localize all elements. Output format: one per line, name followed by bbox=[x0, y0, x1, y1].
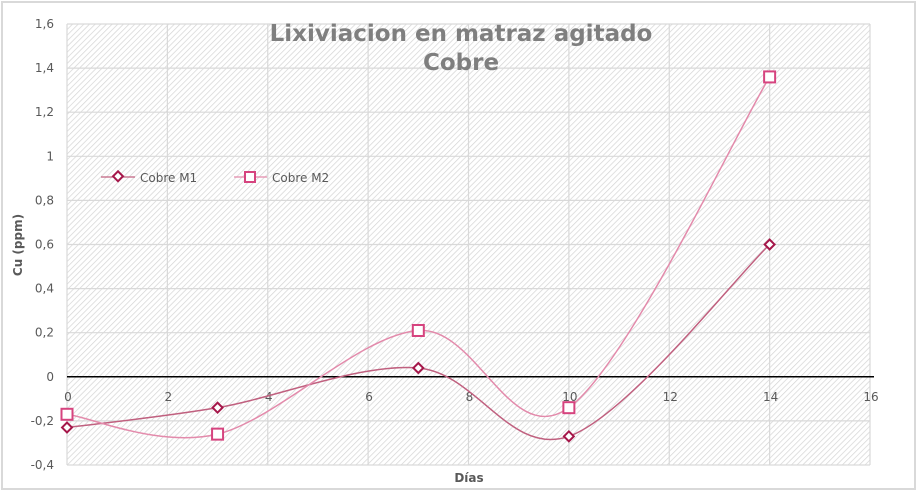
x-axis-ticks: 0 2 4 6 8 10 12 14 16 bbox=[64, 390, 878, 404]
legend-item-cobre-m1: Cobre M1 bbox=[101, 169, 197, 185]
y-tick-label: -0,4 bbox=[31, 458, 54, 472]
x-tick-label: 4 bbox=[265, 390, 273, 404]
y-tick-label: 0 bbox=[46, 370, 54, 384]
y-tick-label: -0,2 bbox=[31, 414, 54, 428]
x-axis-label: Días bbox=[454, 471, 483, 485]
data-point-square[interactable] bbox=[763, 70, 777, 84]
y-tick-label: 0,2 bbox=[35, 326, 54, 340]
x-tick-label: 8 bbox=[466, 390, 474, 404]
chart-title-line1: Lixiviacion en matraz agitado bbox=[270, 21, 653, 47]
y-tick-label: 1 bbox=[46, 149, 54, 163]
series-group bbox=[60, 70, 777, 443]
diamond-marker-icon bbox=[111, 169, 125, 183]
data-point-diamond[interactable] bbox=[562, 429, 576, 443]
x-tick-label: 16 bbox=[863, 390, 878, 404]
data-point-square[interactable] bbox=[211, 427, 225, 441]
data-point-square[interactable] bbox=[562, 401, 576, 415]
x-tick-label: 10 bbox=[562, 390, 577, 404]
chart-title-line2: Cobre bbox=[423, 50, 499, 76]
data-point-square[interactable] bbox=[411, 323, 425, 337]
data-point-diamond[interactable] bbox=[211, 401, 224, 415]
square-marker-icon bbox=[244, 171, 256, 183]
y-axis-label: Cu (ppm) bbox=[11, 214, 25, 276]
data-point-diamond[interactable] bbox=[763, 238, 776, 251]
y-tick-label: 0,6 bbox=[35, 238, 54, 252]
legend-label-m1: Cobre M1 bbox=[140, 171, 197, 185]
x-tick-label: 14 bbox=[763, 390, 778, 404]
legend-label-m2: Cobre M2 bbox=[272, 171, 329, 185]
y-tick-label: 1,4 bbox=[35, 61, 54, 75]
x-tick-label: 12 bbox=[663, 390, 678, 404]
series-cobre-m2 bbox=[60, 70, 777, 441]
y-tick-label: 0,4 bbox=[35, 282, 54, 296]
y-tick-label: 1,6 bbox=[35, 17, 54, 31]
data-point-diamond[interactable] bbox=[60, 421, 74, 434]
legend: Cobre M1 Cobre M2 bbox=[101, 169, 329, 185]
x-tick-label: 6 bbox=[365, 390, 373, 404]
y-tick-label: 1,2 bbox=[35, 105, 54, 119]
y-tick-label: 0,8 bbox=[35, 193, 54, 207]
data-point-diamond[interactable] bbox=[411, 361, 425, 375]
legend-item-cobre-m2: Cobre M2 bbox=[234, 171, 329, 185]
x-tick-label: 0 bbox=[64, 390, 72, 404]
x-tick-label: 2 bbox=[165, 390, 173, 404]
series-cobre-m1 bbox=[60, 238, 776, 443]
data-point-square[interactable] bbox=[60, 407, 74, 421]
y-axis-ticks: -0,4 -0,2 0 0,2 0,4 0,6 0,8 1 1,2 1,4 1,6 bbox=[31, 17, 54, 472]
